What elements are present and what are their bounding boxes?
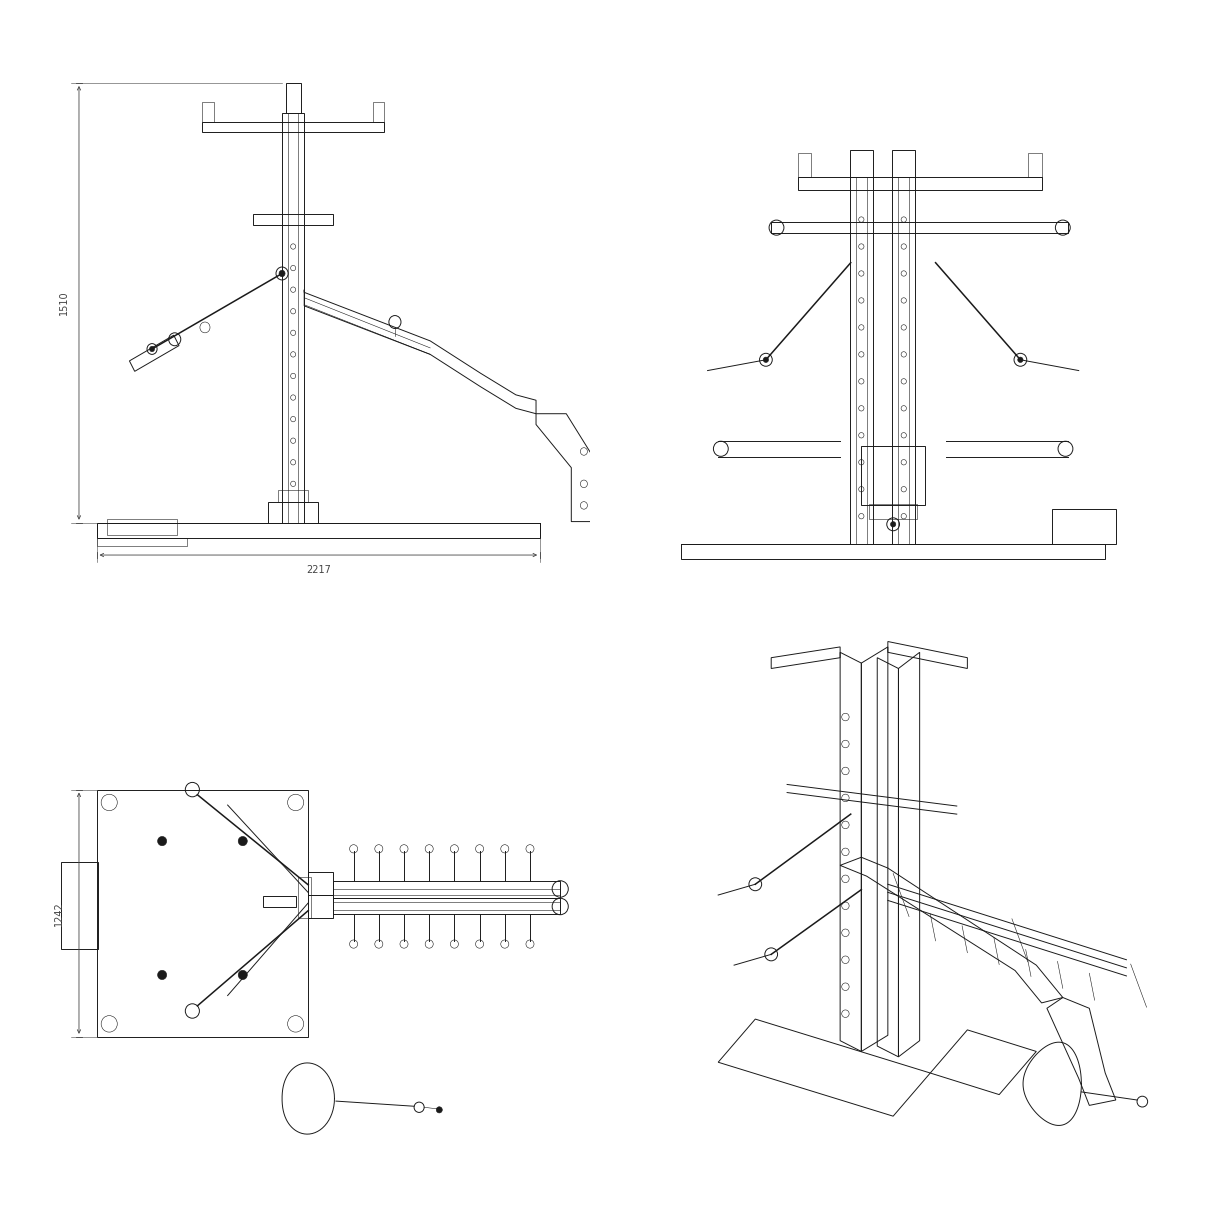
Bar [107, 519, 177, 535]
Bar [334, 889, 560, 895]
Text: 2217: 2217 [306, 565, 331, 575]
Circle shape [239, 970, 247, 980]
Bar [61, 862, 98, 950]
Bar [278, 490, 308, 502]
Bar [96, 523, 540, 537]
Bar [282, 113, 304, 523]
Bar [798, 177, 1041, 190]
Circle shape [436, 1106, 442, 1113]
Circle shape [239, 836, 247, 846]
Bar [129, 335, 180, 371]
Bar [798, 153, 811, 177]
Bar [334, 898, 560, 915]
Bar [334, 881, 560, 898]
Bar [96, 789, 308, 1036]
Bar [372, 102, 384, 123]
Bar [286, 83, 301, 113]
Bar [268, 502, 318, 523]
Bar [681, 545, 1105, 559]
Bar [308, 895, 334, 918]
Circle shape [149, 346, 154, 352]
Bar [96, 537, 187, 546]
Circle shape [763, 357, 769, 363]
Circle shape [158, 970, 166, 980]
Bar [308, 872, 334, 895]
Bar [850, 177, 872, 545]
Bar [1052, 510, 1116, 545]
Bar [892, 151, 916, 177]
Circle shape [890, 522, 895, 527]
Bar [202, 123, 384, 133]
Bar [253, 214, 334, 225]
Bar [892, 177, 916, 545]
Bar [263, 895, 295, 907]
Bar [202, 102, 213, 123]
Bar [862, 446, 925, 505]
Circle shape [280, 270, 286, 277]
Bar [334, 903, 560, 910]
Text: 1510: 1510 [59, 290, 69, 316]
Bar [869, 505, 917, 519]
Text: 1242: 1242 [54, 901, 64, 925]
Bar [298, 877, 311, 918]
Bar [771, 222, 1068, 233]
Bar [1028, 153, 1041, 177]
Circle shape [158, 836, 166, 846]
Bar [850, 151, 872, 177]
Circle shape [1018, 357, 1023, 363]
